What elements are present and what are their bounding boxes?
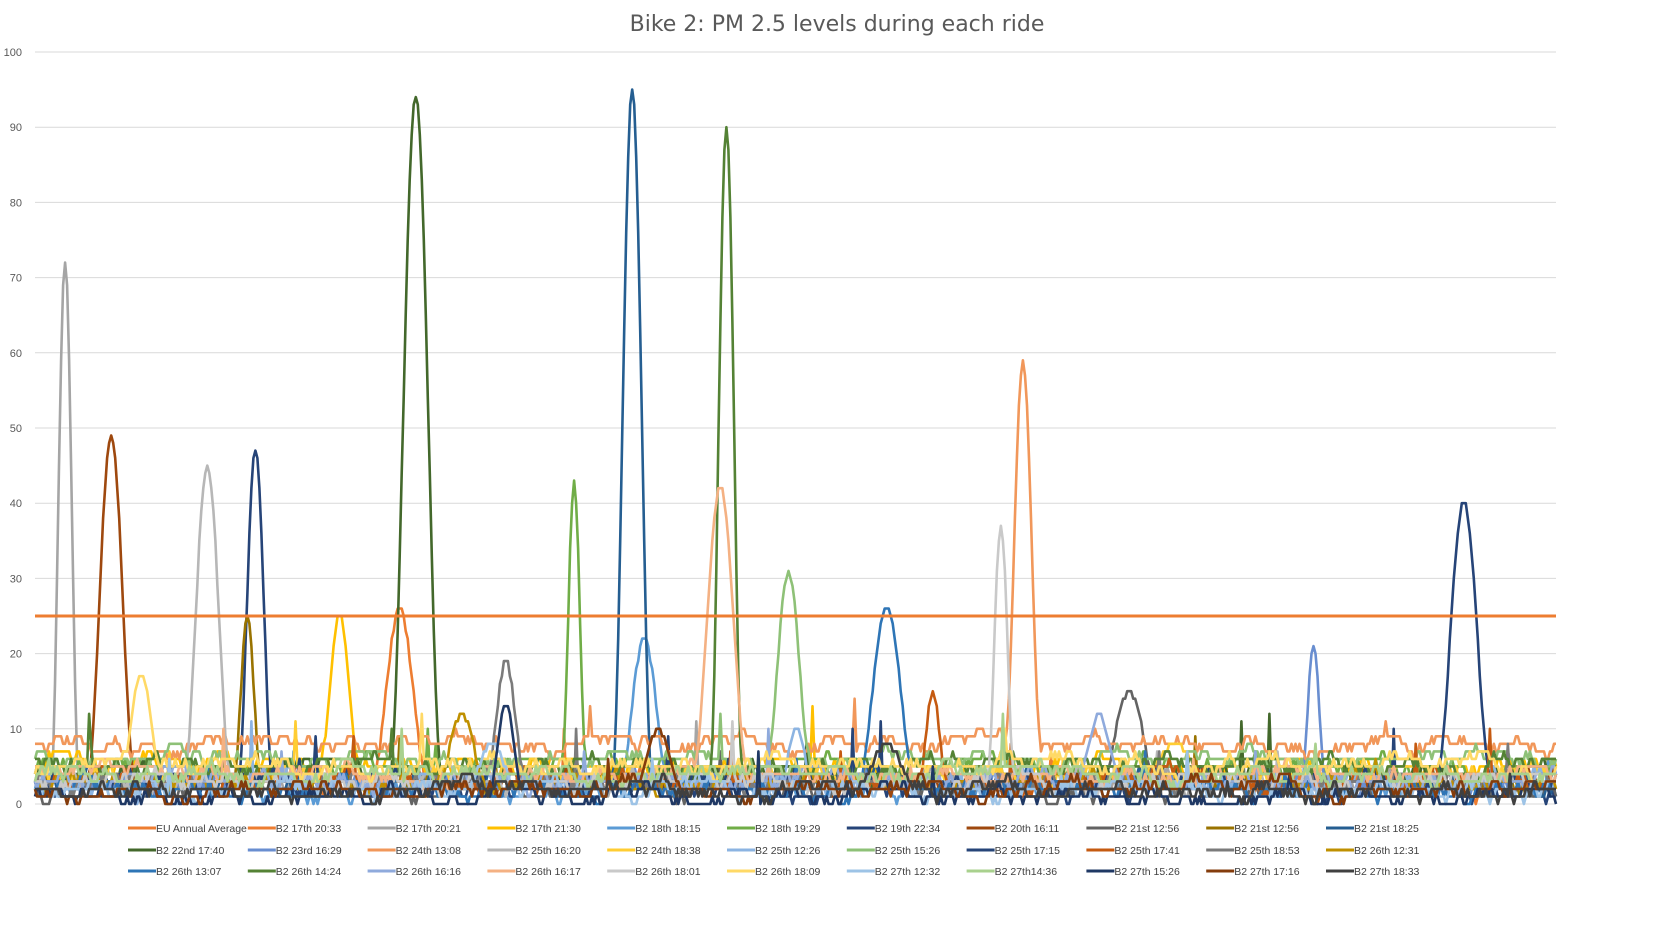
series-line bbox=[33, 261, 1556, 798]
legend-item: B2 18th 18:15 bbox=[607, 823, 701, 835]
y-tick-label: 10 bbox=[10, 724, 22, 736]
y-tick-label: 80 bbox=[10, 197, 22, 209]
series-line bbox=[35, 464, 1556, 798]
legend-label: B2 26th 16:17 bbox=[515, 866, 581, 878]
legend-label: B2 27th 17:16 bbox=[1234, 866, 1300, 878]
legend-item: B2 21st 12:56 bbox=[1086, 823, 1179, 835]
legend-label: B2 24th 18:38 bbox=[635, 845, 701, 857]
series-line bbox=[35, 486, 1558, 791]
series-lines bbox=[33, 88, 1558, 806]
legend-label: B2 18th 19:29 bbox=[755, 823, 821, 835]
y-tick-label: 30 bbox=[10, 573, 22, 585]
legend-label: B2 26th 13:07 bbox=[156, 866, 222, 878]
series-line bbox=[33, 95, 1556, 791]
y-tick-label: 0 bbox=[16, 799, 22, 811]
legend-label: B2 21st 12:56 bbox=[1114, 823, 1179, 835]
legend-item: B2 21st 12:56 bbox=[1206, 823, 1299, 835]
y-tick-label: 40 bbox=[10, 498, 22, 510]
legend: EU Annual Average B2 17th 20:33 B2 17th 20… bbox=[128, 823, 1420, 878]
legend-item: B2 26th 14:24 bbox=[247, 866, 342, 878]
legend-item: B2 26th 18:01 bbox=[607, 866, 701, 878]
legend-item: B2 25th 18:53 bbox=[1206, 845, 1300, 857]
legend-label: B2 18th 18:15 bbox=[635, 823, 701, 835]
legend-label: B2 24th 13:08 bbox=[396, 845, 462, 857]
legend-label: B2 27th 18:33 bbox=[1354, 866, 1420, 878]
series-line bbox=[33, 712, 1556, 791]
legend-item: B2 27th 18:33 bbox=[1326, 866, 1420, 878]
y-axis-ticks: 0 10 20 30 40 50 60 70 80 90 100 bbox=[4, 47, 22, 811]
legend-label: B2 19th 22:34 bbox=[875, 823, 941, 835]
legend-label: B2 26th 14:24 bbox=[276, 866, 342, 878]
legend-item: B2 27th 15:26 bbox=[1086, 866, 1180, 878]
legend-item: B2 24th 18:38 bbox=[607, 845, 701, 857]
series-line bbox=[35, 125, 1556, 783]
series-line bbox=[35, 88, 1556, 798]
legend-label: EU Annual Average bbox=[156, 823, 247, 835]
legend-item: B2 26th 12:31 bbox=[1326, 845, 1420, 857]
y-tick-label: 20 bbox=[10, 649, 22, 661]
legend-item: B2 20th 16:11 bbox=[966, 823, 1060, 835]
legend-label: B2 25th 12:26 bbox=[755, 845, 821, 857]
legend-label: B2 27th14:36 bbox=[995, 866, 1058, 878]
legend-label: B2 21st 18:25 bbox=[1354, 823, 1419, 835]
legend-item: B2 27th 12:32 bbox=[846, 866, 941, 878]
grid-lines bbox=[35, 51, 1556, 805]
legend-label: B2 17th 21:30 bbox=[515, 823, 581, 835]
legend-item: B2 18th 19:29 bbox=[727, 823, 821, 835]
legend-label: B2 22nd 17:40 bbox=[156, 845, 224, 857]
y-tick-label: 100 bbox=[4, 47, 22, 59]
legend-label: B2 21st 12:56 bbox=[1234, 823, 1299, 835]
legend-label: B2 25th 17:15 bbox=[995, 845, 1061, 857]
legend-label: B2 20th 16:11 bbox=[995, 823, 1060, 835]
legend-item: B2 17th 21:30 bbox=[487, 823, 581, 835]
legend-label: B2 23rd 16:29 bbox=[276, 845, 342, 857]
legend-item: B2 22nd 17:40 bbox=[128, 845, 224, 857]
legend-item: B2 17th 20:21 bbox=[367, 823, 462, 835]
series-line bbox=[35, 742, 1556, 806]
legend-label: B2 26th 18:01 bbox=[635, 866, 701, 878]
legend-label: B2 26th 12:31 bbox=[1354, 845, 1420, 857]
legend-label: B2 26th 16:16 bbox=[396, 866, 462, 878]
legend-item: B2 19th 22:34 bbox=[846, 823, 941, 835]
legend-item: B2 26th 13:07 bbox=[128, 866, 222, 878]
chart-title: Bike 2: PM 2.5 levels during each ride bbox=[630, 12, 1045, 37]
legend-label: B2 26th 18:09 bbox=[755, 866, 821, 878]
legend-item: B2 25th 17:41 bbox=[1086, 845, 1180, 857]
y-tick-label: 70 bbox=[10, 273, 22, 285]
legend-item: B2 25th 15:26 bbox=[846, 845, 941, 857]
legend-label: B2 17th 20:33 bbox=[276, 823, 342, 835]
y-tick-label: 50 bbox=[10, 423, 22, 435]
y-tick-label: 60 bbox=[10, 348, 22, 360]
legend-label: B2 25th 15:26 bbox=[875, 845, 941, 857]
legend-label: B2 25th 17:41 bbox=[1114, 845, 1180, 857]
legend-item: B2 27th 17:16 bbox=[1206, 866, 1300, 878]
legend-item: B2 24th 13:08 bbox=[367, 845, 462, 857]
legend-item: EU Annual Average bbox=[128, 823, 247, 835]
legend-item: B2 27th14:36 bbox=[966, 866, 1058, 878]
y-tick-label: 90 bbox=[10, 122, 22, 134]
legend-item: B2 26th 16:17 bbox=[487, 866, 581, 878]
legend-item: B2 25th 16:20 bbox=[487, 845, 581, 857]
legend-label: B2 27th 15:26 bbox=[1114, 866, 1180, 878]
series-line bbox=[35, 359, 1556, 761]
legend-item: B2 26th 16:16 bbox=[367, 866, 462, 878]
legend-item: B2 25th 17:15 bbox=[966, 845, 1061, 857]
legend-item: B2 23rd 16:29 bbox=[247, 845, 342, 857]
legend-label: B2 25th 16:20 bbox=[515, 845, 581, 857]
legend-label: B2 17th 20:21 bbox=[396, 823, 462, 835]
legend-item: B2 26th 18:09 bbox=[727, 866, 821, 878]
legend-item: B2 25th 12:26 bbox=[727, 845, 821, 857]
legend-label: B2 25th 18:53 bbox=[1234, 845, 1300, 857]
legend-item: B2 21st 18:25 bbox=[1326, 823, 1419, 835]
legend-item: B2 17th 20:33 bbox=[247, 823, 342, 835]
legend-label: B2 27th 12:32 bbox=[875, 866, 941, 878]
